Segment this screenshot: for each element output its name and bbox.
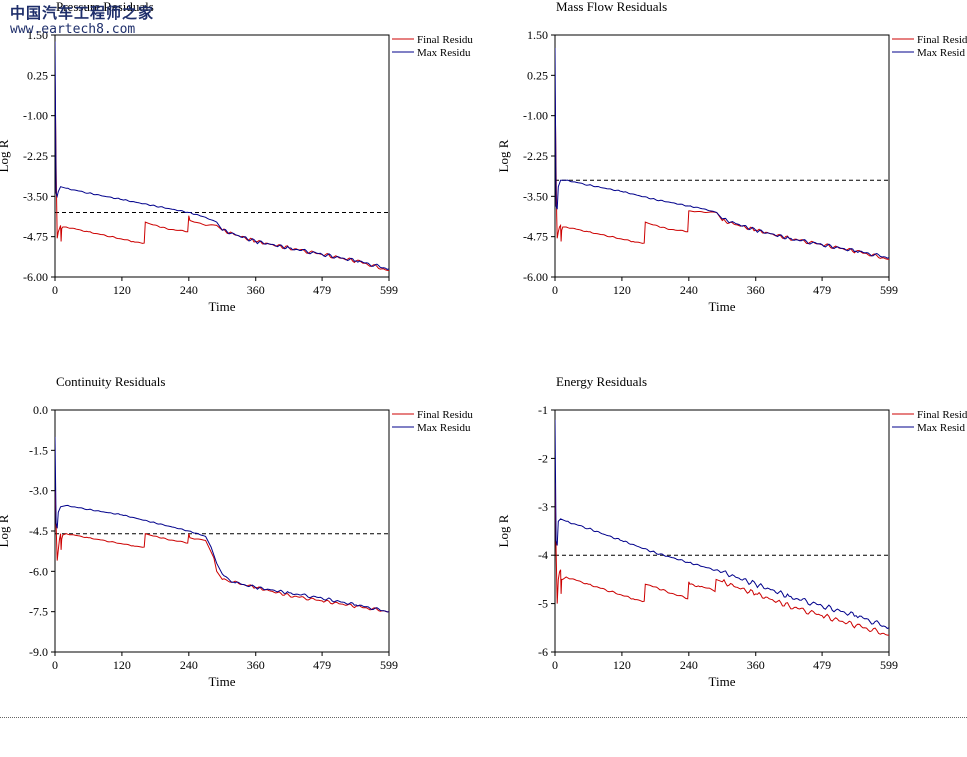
legend-max-label: Max Residu [417, 422, 471, 434]
y-axis-label: Log R [0, 139, 11, 172]
chart-title: Pressure Residuals [56, 0, 154, 14]
y-tick-label: 1.50 [527, 28, 548, 42]
y-tick-label: -3.50 [23, 189, 48, 203]
chart-panel-3: Continuity Residuals 0.0 -1.5 -3.0 -4.5 -6.0 -… [0, 374, 473, 689]
x-axis-label: Time [209, 674, 236, 689]
x-tick-label: 360 [247, 283, 265, 297]
x-axis-label: Time [209, 299, 236, 314]
y-axis-label: Log R [496, 514, 511, 547]
x-axis-label: Time [709, 674, 736, 689]
x-tick-label: 120 [113, 283, 131, 297]
final-residual-line [555, 482, 889, 636]
x-tick-label: 120 [613, 658, 631, 672]
y-tick-label: -2.25 [23, 149, 48, 163]
final-residual-line [55, 490, 389, 613]
page-separator [0, 717, 967, 718]
chart-panel-4: Energy Residuals -1 -2 -3 -4 -5 -6 0 120 240 360 47… [496, 374, 967, 689]
y-tick-label: -1 [538, 403, 548, 417]
y-tick-label: -4.5 [29, 524, 48, 538]
max-residual-line [555, 419, 889, 629]
y-tick-label: 0.25 [527, 68, 548, 82]
plot-frame [554, 409, 890, 653]
legend-max-label: Max Resid [917, 422, 965, 434]
y-tick-label: -1.00 [523, 109, 548, 123]
x-tick-label: 479 [813, 283, 831, 297]
x-tick-label: 120 [113, 658, 131, 672]
legend-final-label: Final Resid [917, 34, 967, 46]
x-tick-label: 599 [380, 283, 398, 297]
x-tick-label: 479 [813, 658, 831, 672]
chart-panel-1: Pressure Residuals 1.50 0.25 -1.00 -2.25 -3.5… [0, 0, 473, 314]
x-tick-label: 0 [52, 283, 58, 297]
x-tick-label: 599 [880, 658, 898, 672]
y-tick-label: -2.25 [523, 149, 548, 163]
x-tick-label: 599 [880, 283, 898, 297]
x-tick-label: 120 [613, 283, 631, 297]
y-tick-label: -3 [538, 500, 548, 514]
plot-frame [554, 34, 890, 278]
legend-final-label: Final Resid [917, 409, 967, 421]
chart-title: Energy Residuals [556, 374, 647, 389]
chart-panel-2: Mass Flow Residuals 1.50 0.25 -1.00 -2.25 -3.… [496, 0, 967, 314]
y-tick-label: -5 [538, 597, 548, 611]
x-axis-label: Time [709, 299, 736, 314]
y-tick-label: -7.5 [29, 605, 48, 619]
y-tick-label: -1.5 [29, 443, 48, 457]
chart-title: Continuity Residuals [56, 374, 165, 389]
x-tick-label: 0 [552, 283, 558, 297]
y-tick-label: -4.75 [23, 230, 48, 244]
y-tick-label: -3.0 [29, 484, 48, 498]
y-tick-label: -4.75 [523, 230, 548, 244]
y-tick-label: -6.00 [523, 270, 548, 284]
x-tick-label: 240 [180, 658, 198, 672]
plot-frame [54, 409, 390, 653]
x-tick-label: 360 [247, 658, 265, 672]
max-residual-line [55, 41, 389, 270]
x-tick-label: 240 [680, 658, 698, 672]
y-tick-label: 1.50 [27, 28, 48, 42]
y-tick-label: -2 [538, 451, 548, 465]
x-tick-label: 0 [552, 658, 558, 672]
legend-max-label: Max Residu [417, 47, 471, 59]
y-tick-label: 0.25 [27, 68, 48, 82]
x-tick-label: 0 [52, 658, 58, 672]
max-residual-line [55, 436, 389, 613]
x-tick-label: 360 [747, 283, 765, 297]
x-tick-label: 479 [313, 658, 331, 672]
x-tick-label: 240 [680, 283, 698, 297]
y-tick-label: -9.0 [29, 645, 48, 659]
chart-title: Mass Flow Residuals [556, 0, 667, 14]
x-tick-label: 240 [180, 283, 198, 297]
legend-final-label: Final Residu [417, 409, 473, 421]
legend-max-label: Max Resid [917, 47, 965, 59]
y-tick-label: -6.00 [23, 270, 48, 284]
y-tick-label: -6 [538, 645, 548, 659]
max-residual-line [555, 47, 889, 259]
y-tick-label: -3.50 [523, 189, 548, 203]
x-tick-label: 360 [747, 658, 765, 672]
final-residual-line [55, 76, 389, 271]
y-tick-label: -1.00 [23, 109, 48, 123]
y-tick-label: 0.0 [33, 403, 48, 417]
plot-frame [54, 34, 390, 278]
y-tick-label: -4 [538, 548, 548, 562]
y-tick-label: -6.0 [29, 564, 48, 578]
final-residual-line [555, 89, 889, 260]
x-tick-label: 599 [380, 658, 398, 672]
y-axis-label: Log R [496, 139, 511, 172]
legend-final-label: Final Residu [417, 34, 473, 46]
y-axis-label: Log R [0, 514, 11, 547]
x-tick-label: 479 [313, 283, 331, 297]
